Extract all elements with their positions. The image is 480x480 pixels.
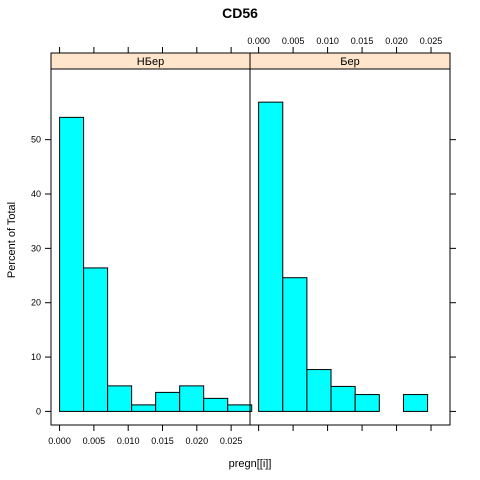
- x-tick-label: 0.015: [151, 436, 174, 446]
- bar: [355, 395, 379, 412]
- x-tick-label: 0.005: [282, 36, 305, 46]
- y-tick-label: 10: [31, 352, 41, 362]
- x-tick-label: 0.010: [117, 436, 140, 446]
- x-tick-label: 0.000: [48, 436, 71, 446]
- y-tick-label: 20: [31, 298, 41, 308]
- x-tick-label: 0.000: [247, 36, 270, 46]
- bar: [180, 386, 204, 412]
- bar: [307, 370, 331, 412]
- y-tick-label: 0: [36, 406, 41, 416]
- bar: [403, 395, 427, 412]
- strip-label-1: Бер: [340, 56, 359, 68]
- y-tick-label: 40: [31, 189, 41, 199]
- x-tick-label: 0.020: [186, 436, 209, 446]
- x-tick-label: 0.005: [83, 436, 106, 446]
- y-tick-label: 50: [31, 135, 41, 145]
- bar: [156, 392, 180, 411]
- bar: [108, 386, 132, 412]
- x-tick-label: 0.015: [351, 36, 374, 46]
- x-tick-label: 0.020: [385, 36, 408, 46]
- chart-title: CD56: [222, 5, 258, 21]
- x-tick-label: 0.010: [316, 36, 339, 46]
- panel-0: НБер 0.000 0.005 0.010 0.015 0.020 0.025: [48, 47, 251, 446]
- bar: [132, 405, 156, 412]
- panel-1: Бер 0.000 0.005 0.010 0.015 0.020 0.025: [247, 36, 450, 431]
- strip-label-0: НБер: [137, 56, 164, 68]
- bar: [204, 398, 228, 411]
- y-tick-label: 30: [31, 243, 41, 253]
- bar: [228, 405, 252, 412]
- bar: [331, 386, 355, 411]
- x-tick-label: 0.025: [420, 36, 443, 46]
- bar: [259, 102, 283, 411]
- y-axis-label: Percent of Total: [6, 202, 18, 278]
- bar: [84, 268, 108, 411]
- bar: [283, 278, 307, 412]
- x-axis-label: pregn[[i]]: [229, 458, 272, 470]
- x-tick-label: 0.025: [220, 436, 243, 446]
- bar: [60, 117, 84, 411]
